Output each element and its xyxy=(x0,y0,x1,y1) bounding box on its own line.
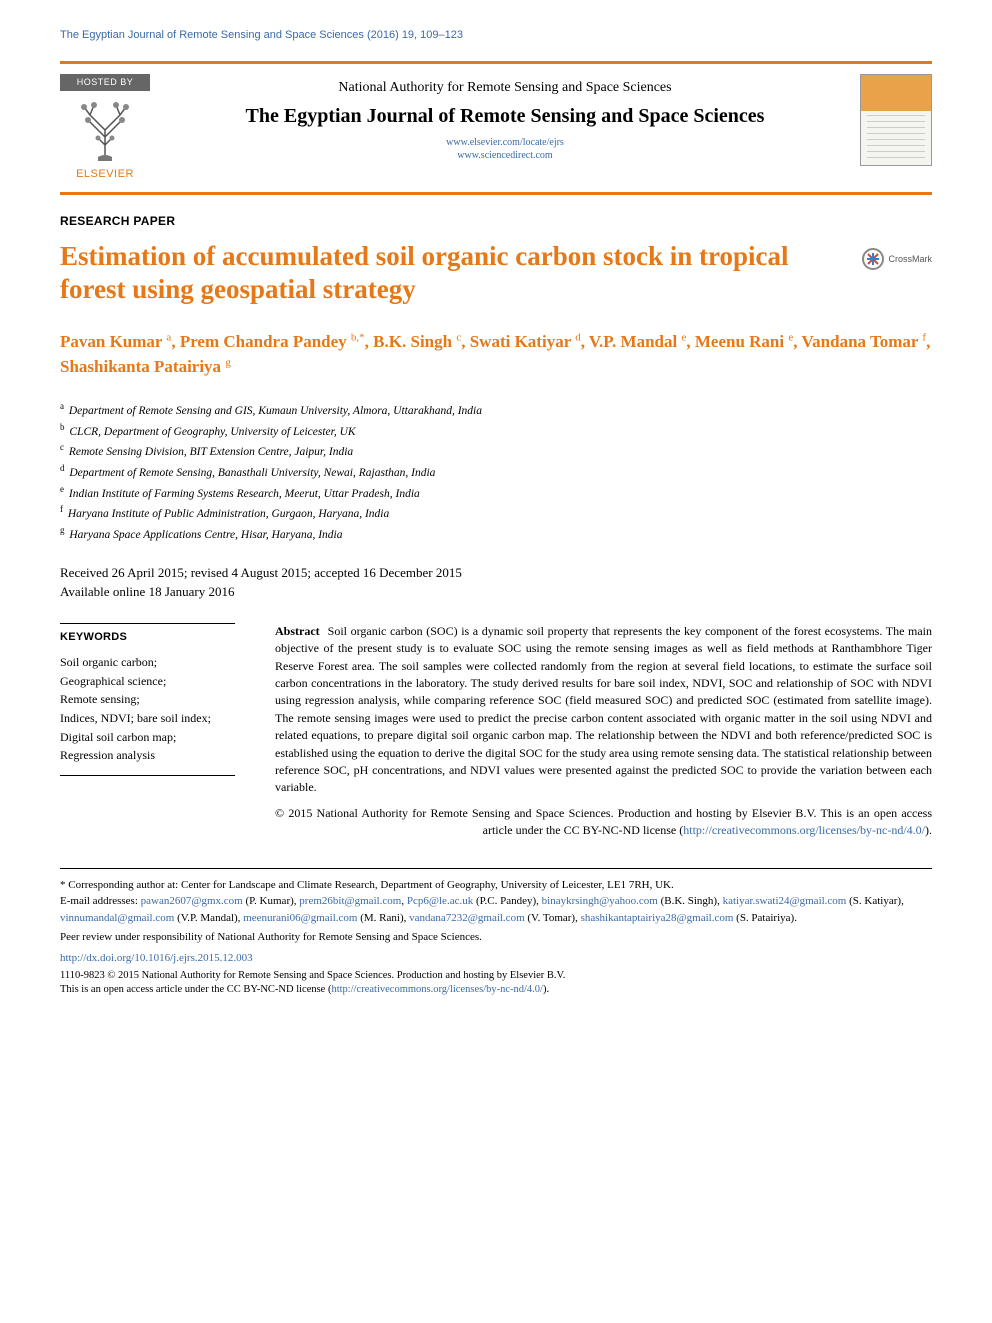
doi-link[interactable]: http://dx.doi.org/10.1016/j.ejrs.2015.12… xyxy=(60,951,932,966)
footer-issn: 1110-9823 © 2015 National Authority for … xyxy=(60,970,565,981)
journal-name: The Egyptian Journal of Remote Sensing a… xyxy=(164,104,846,128)
email-link[interactable]: shashikantaptairiya28@gmail.com xyxy=(581,912,734,924)
authors-list: Pavan Kumar a, Prem Chandra Pandey b,*, … xyxy=(60,329,932,380)
email-link[interactable]: katiyar.swati24@gmail.com xyxy=(723,895,847,907)
email-attribution: (M. Rani) xyxy=(357,912,403,924)
email-link[interactable]: vinnumandal@gmail.com xyxy=(60,912,174,924)
abstract-label: Abstract xyxy=(275,624,320,638)
crossmark-icon xyxy=(862,248,884,270)
affiliation-item: b CLCR, Department of Geography, Univers… xyxy=(60,421,932,442)
footer-license-link[interactable]: http://creativecommons.org/licenses/by-n… xyxy=(331,984,543,995)
keywords-heading: KEYWORDS xyxy=(60,623,235,645)
article-dates: Received 26 April 2015; revised 4 August… xyxy=(60,564,932,600)
title-row: Estimation of accumulated soil organic c… xyxy=(60,240,932,305)
footer-license-close: ). xyxy=(543,984,549,995)
article-title: Estimation of accumulated soil organic c… xyxy=(60,240,842,305)
license-link[interactable]: http://creativecommons.org/licenses/by-n… xyxy=(683,823,925,837)
journal-cover-thumbnail xyxy=(860,74,932,166)
affiliations-list: a Department of Remote Sensing and GIS, … xyxy=(60,400,932,544)
authority-name: National Authority for Remote Sensing an… xyxy=(164,78,846,98)
hosted-by-label: HOSTED BY xyxy=(60,74,150,91)
email-link[interactable]: prem26bit@gmail.com xyxy=(299,895,401,907)
email-attribution: (S. Katiyar) xyxy=(846,895,901,907)
elsevier-tree-icon xyxy=(70,95,140,165)
journal-links: www.elsevier.com/locate/ejrs www.science… xyxy=(164,136,846,162)
email-link[interactable]: meenurani06@gmail.com xyxy=(243,912,357,924)
email-attribution: (V. Tomar) xyxy=(525,912,575,924)
copyright-close: ). xyxy=(925,823,932,837)
abstract-column: AbstractSoil organic carbon (SOC) is a d… xyxy=(275,623,932,840)
footer-license-text: This is an open access article under the… xyxy=(60,984,331,995)
emails-list: pawan2607@gmx.com (P. Kumar), prem26bit@… xyxy=(60,895,904,924)
crossmark-badge[interactable]: CrossMark xyxy=(862,248,932,270)
email-attribution: (P.C. Pandey) xyxy=(473,895,536,907)
crossmark-label: CrossMark xyxy=(888,253,932,266)
email-attribution: (P. Kumar) xyxy=(243,895,294,907)
email-link[interactable]: binaykrsingh@yahoo.com xyxy=(542,895,658,907)
peer-review-note: Peer review under responsibility of Nati… xyxy=(60,930,932,945)
dates-received: Received 26 April 2015; revised 4 August… xyxy=(60,564,932,582)
abstract-section: KEYWORDS Soil organic carbon;Geographica… xyxy=(60,623,932,840)
affiliation-item: d Department of Remote Sensing, Banastha… xyxy=(60,462,932,483)
journal-url-1[interactable]: www.elsevier.com/locate/ejrs xyxy=(446,137,564,148)
affiliation-item: a Department of Remote Sensing and GIS, … xyxy=(60,400,932,421)
article-type: RESEARCH PAPER xyxy=(60,213,932,230)
publisher-box: HOSTED BY ELSEVIER xyxy=(60,74,150,182)
journal-title-block: National Authority for Remote Sensing an… xyxy=(164,74,846,162)
footer-separator xyxy=(60,868,932,869)
affiliation-item: g Haryana Space Applications Centre, His… xyxy=(60,524,932,545)
email-attribution: (S. Patairiya) xyxy=(733,912,794,924)
affiliation-item: e Indian Institute of Farming Systems Re… xyxy=(60,483,932,504)
journal-url-2[interactable]: www.sciencedirect.com xyxy=(457,150,552,161)
email-link[interactable]: vandana7232@gmail.com xyxy=(409,912,525,924)
emails-label: E-mail addresses: xyxy=(60,895,141,907)
email-attribution: (B.K. Singh) xyxy=(658,895,717,907)
email-link[interactable]: Pcp6@le.ac.uk xyxy=(407,895,473,907)
affiliation-item: f Haryana Institute of Public Administra… xyxy=(60,503,932,524)
email-attribution: (V.P. Mandal) xyxy=(174,912,237,924)
corresponding-prefix: * Corresponding author at: Center for La… xyxy=(60,879,674,891)
corresponding-author: * Corresponding author at: Center for La… xyxy=(60,877,932,927)
footer-copyright: 1110-9823 © 2015 National Authority for … xyxy=(60,969,932,998)
email-link[interactable]: pawan2607@gmx.com xyxy=(141,895,243,907)
journal-header-bar: HOSTED BY ELSEVIER National Authority fo… xyxy=(60,61,932,195)
keywords-list: Soil organic carbon;Geographical science… xyxy=(60,653,235,776)
publisher-name: ELSEVIER xyxy=(76,167,134,182)
keywords-column: KEYWORDS Soil organic carbon;Geographica… xyxy=(60,623,235,840)
running-header: The Egyptian Journal of Remote Sensing a… xyxy=(60,28,932,43)
abstract-text: Soil organic carbon (SOC) is a dynamic s… xyxy=(275,624,932,795)
copyright-block: © 2015 National Authority for Remote Sen… xyxy=(275,805,932,840)
affiliation-item: c Remote Sensing Division, BIT Extension… xyxy=(60,441,932,462)
dates-online: Available online 18 January 2016 xyxy=(60,583,932,601)
